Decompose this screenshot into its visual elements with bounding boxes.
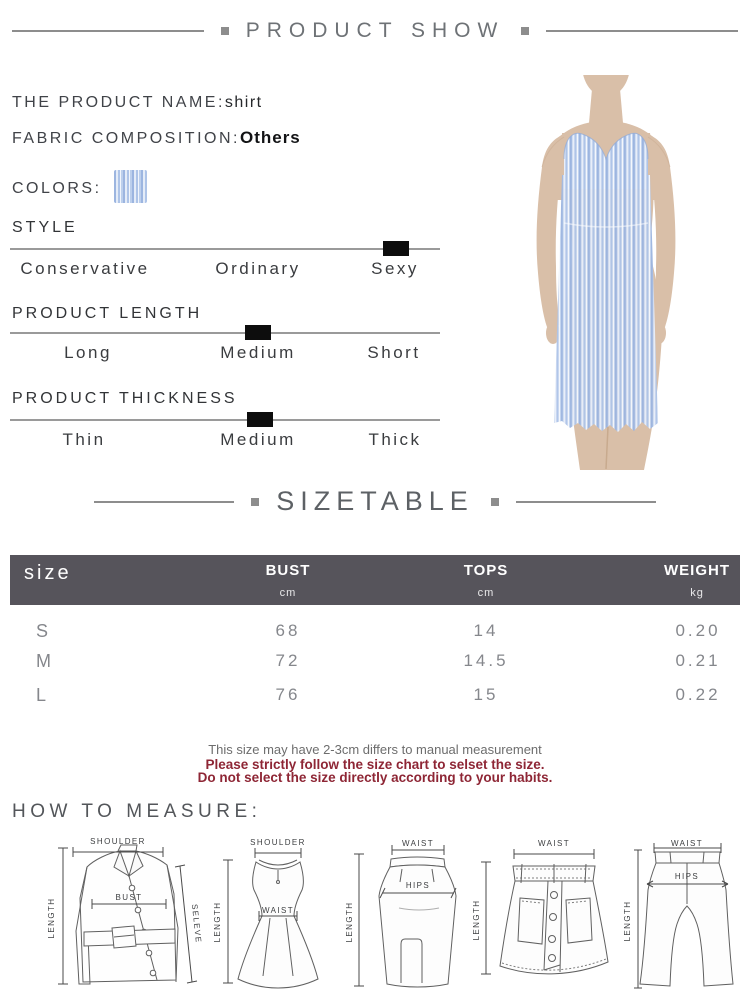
- tops-cell: 14.5: [463, 651, 509, 670]
- size-warning-line1: Please strictly follow the size chart to…: [205, 757, 545, 772]
- table-row-l: L 76 15 0.22: [10, 685, 740, 709]
- column-header-weight: WEIGHT kg: [664, 562, 730, 599]
- product-show-banner: PRODUCT SHOW: [12, 19, 738, 43]
- measure-diagram-mini-skirt: WAIST LENGTH: [472, 839, 609, 975]
- divider-line: [12, 30, 204, 32]
- page-title: PRODUCT SHOW: [245, 19, 505, 42]
- style-option-sexy: Sexy: [371, 259, 419, 278]
- thickness-option-thin: Thin: [62, 430, 106, 449]
- thickness-selector-track: [10, 419, 440, 421]
- weight-cell: 0.20: [675, 621, 721, 640]
- tops-column-label: TOPS: [463, 562, 509, 579]
- mini-skirt-waist-label: WAIST: [538, 839, 570, 848]
- fringe-dress: [554, 132, 658, 432]
- thickness-selector-title: PRODUCT THICKNESS: [12, 390, 238, 407]
- size-warning-line2: Do not select the size directly accordin…: [197, 770, 553, 785]
- dress-waist-label: WAIST: [262, 906, 294, 915]
- fabric-composition-label: FABRIC COMPOSITION:: [12, 130, 240, 147]
- fabric-composition-value: Others: [239, 128, 301, 147]
- pants-hips-label: HIPS: [675, 872, 699, 881]
- jacket-sleeve-label: SELEVE: [190, 904, 203, 944]
- size-cell: L: [36, 685, 48, 705]
- fabric-composition-row: FABRIC COMPOSITION:Others: [12, 128, 301, 148]
- jacket-length-label: LENGTH: [47, 898, 56, 939]
- sizetable-title: SIZETABLE: [276, 486, 474, 516]
- size-table-header: size BUST cm TOPS cm WEIGHT kg: [10, 555, 740, 605]
- length-selector-title: PRODUCT LENGTH: [12, 305, 203, 322]
- product-name-row: THE PRODUCT NAME:shirt: [12, 94, 263, 112]
- product-name-value: shirt: [224, 94, 263, 111]
- dress-length-label: LENGTH: [213, 902, 222, 943]
- bust-column-label: BUST: [265, 562, 311, 579]
- length-option-long: Long: [64, 343, 112, 362]
- bust-cell: 72: [275, 651, 301, 670]
- product-name-label: THE PRODUCT NAME:: [12, 94, 225, 111]
- column-header-tops: TOPS cm: [464, 562, 509, 599]
- tops-column-unit: cm: [477, 587, 495, 599]
- pencil-skirt-hips-label: HIPS: [406, 881, 430, 890]
- thickness-selected-marker: [247, 412, 273, 427]
- length-selector-track: [10, 332, 440, 334]
- mini-skirt-length-label: LENGTH: [472, 900, 481, 941]
- bust-cell: 76: [275, 685, 301, 704]
- weight-cell: 0.22: [675, 685, 721, 704]
- measure-diagram-jacket: SHOULDER LENGTH BUST SELEVE: [47, 837, 203, 985]
- style-selector-title: STYLE: [12, 219, 78, 236]
- divider-line: [94, 500, 235, 503]
- column-header-bust: BUST cm: [266, 562, 311, 599]
- measure-diagram-dress: SHOULDER LENGTH WAIST: [213, 838, 319, 989]
- measure-diagram-pants: WAIST HIPS LENGTH: [623, 839, 734, 989]
- pencil-skirt-length-label: LENGTH: [345, 902, 354, 943]
- divider-line: [546, 30, 738, 32]
- style-option-conservative: Conservative: [20, 259, 150, 278]
- style-option-ordinary: Ordinary: [215, 259, 301, 278]
- tops-cell: 14: [473, 621, 499, 640]
- table-row-s: S 68 14 0.20: [10, 621, 740, 645]
- dress-shoulder-label: SHOULDER: [250, 838, 306, 847]
- divider-line: [515, 500, 657, 503]
- pants-waist-label: WAIST: [671, 839, 703, 848]
- measurement-tolerance-note: This size may have 2-3cm differs to manu…: [208, 742, 542, 757]
- tops-cell: 15: [473, 685, 499, 704]
- square-bullet-icon: [490, 497, 499, 506]
- thickness-option-thick: Thick: [368, 430, 422, 449]
- product-photo: [536, 75, 676, 470]
- color-swatch: [113, 170, 147, 203]
- length-option-medium: Medium: [220, 343, 296, 362]
- column-header-size: size: [24, 562, 72, 584]
- thickness-option-medium: Medium: [220, 430, 296, 449]
- square-bullet-icon: [251, 497, 260, 506]
- length-option-short: Short: [367, 343, 421, 362]
- colors-row: COLORS:: [12, 170, 147, 203]
- measure-diagram-pencil-skirt: WAIST HIPS LENGTH: [345, 839, 457, 988]
- style-selected-marker: [383, 241, 409, 256]
- square-bullet-icon: [521, 27, 530, 35]
- bust-cell: 68: [275, 621, 301, 640]
- weight-column-unit: kg: [690, 587, 704, 599]
- sizetable-banner: SIZETABLE: [94, 486, 657, 517]
- jacket-bust-label: BUST: [116, 893, 143, 902]
- length-selected-marker: [245, 325, 271, 340]
- pencil-skirt-waist-label: WAIST: [402, 839, 434, 848]
- bust-column-unit: cm: [279, 587, 297, 599]
- jacket-shoulder-label: SHOULDER: [90, 837, 146, 846]
- how-to-measure-title: HOW TO MEASURE:: [12, 801, 262, 822]
- weight-column-label: WEIGHT: [664, 562, 730, 579]
- size-cell: S: [36, 621, 50, 641]
- weight-cell: 0.21: [675, 651, 721, 670]
- size-cell: M: [36, 651, 52, 671]
- style-selector-track: [10, 248, 440, 250]
- table-row-m: M 72 14.5 0.21: [10, 651, 740, 675]
- pants-length-label: LENGTH: [623, 901, 632, 942]
- colors-label: COLORS:: [12, 179, 102, 197]
- square-bullet-icon: [220, 27, 229, 35]
